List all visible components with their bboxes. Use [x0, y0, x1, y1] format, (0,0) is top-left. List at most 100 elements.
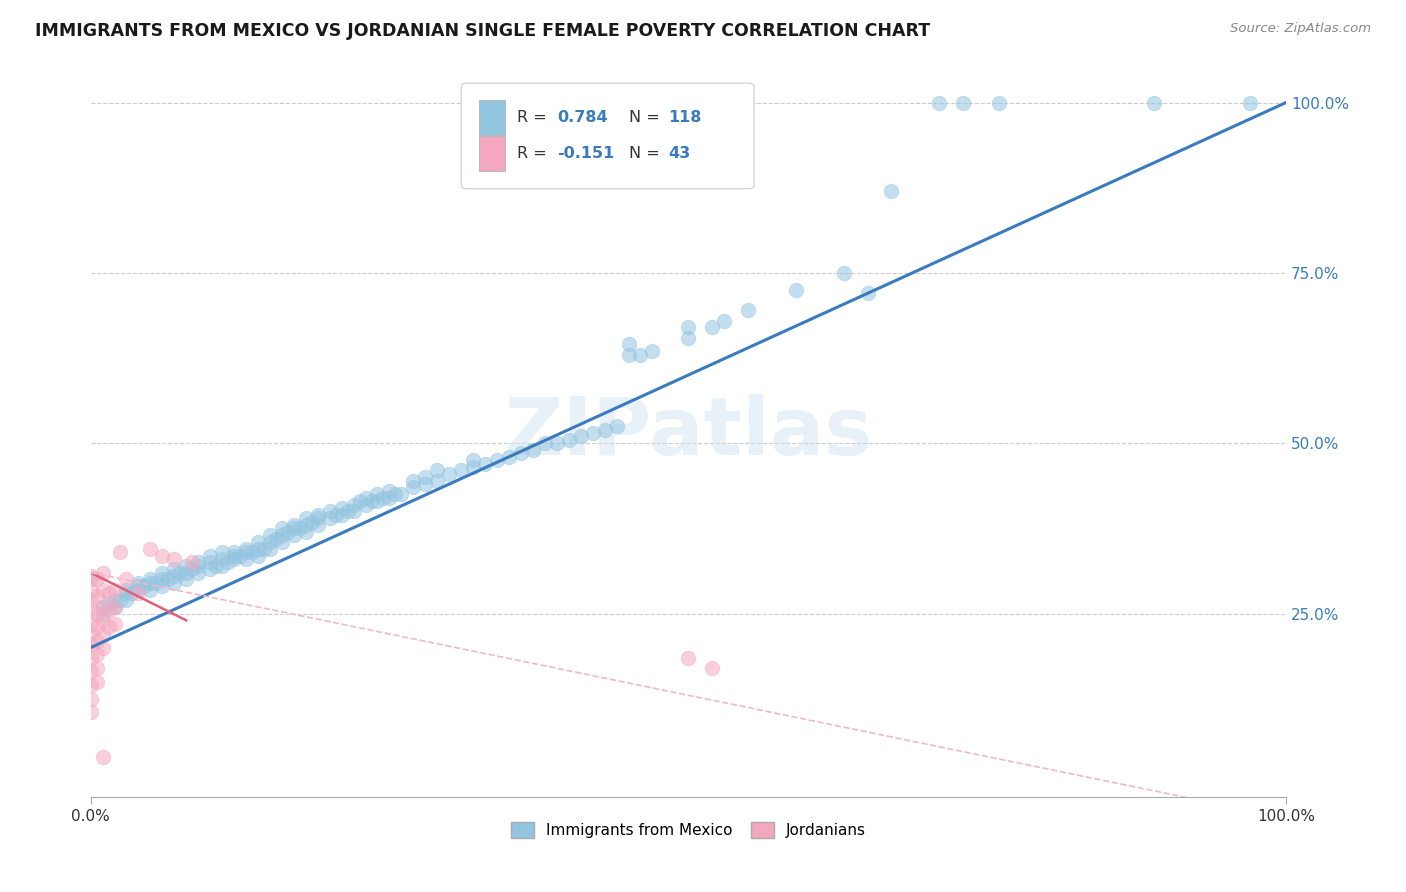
Point — [150, 566, 173, 580]
Point — [301, 515, 323, 529]
Point — [235, 552, 257, 566]
Text: 118: 118 — [668, 110, 702, 125]
Point — [678, 320, 700, 334]
Point — [354, 491, 377, 505]
Point — [307, 508, 329, 522]
Point — [988, 95, 1011, 110]
Point — [283, 518, 305, 533]
Text: R =: R = — [517, 110, 553, 125]
Point — [463, 460, 485, 475]
Point — [139, 541, 162, 556]
Point — [246, 541, 269, 556]
Point — [103, 599, 125, 614]
Point — [79, 665, 101, 679]
Point — [294, 511, 316, 525]
Point — [174, 566, 197, 580]
Text: 0.784: 0.784 — [557, 110, 607, 125]
Point — [222, 549, 245, 563]
Point — [110, 545, 132, 559]
Point — [86, 607, 108, 621]
Point — [163, 569, 186, 583]
Point — [246, 549, 269, 563]
Point — [450, 463, 472, 477]
Point — [222, 552, 245, 566]
Point — [641, 344, 664, 359]
Point — [121, 586, 143, 600]
Point — [373, 491, 395, 505]
Point — [294, 518, 316, 533]
Text: 43: 43 — [668, 146, 690, 161]
Point — [139, 573, 162, 587]
Point — [713, 313, 735, 327]
Point — [79, 691, 101, 706]
Point — [127, 579, 149, 593]
Point — [630, 348, 652, 362]
Point — [127, 582, 149, 597]
Point — [134, 579, 156, 593]
Point — [79, 593, 101, 607]
Point — [259, 541, 281, 556]
Point — [582, 425, 605, 440]
Point — [91, 607, 114, 621]
Point — [229, 549, 252, 563]
Point — [97, 620, 120, 634]
Point — [86, 573, 108, 587]
Point — [785, 283, 807, 297]
Point — [546, 436, 568, 450]
Point — [79, 573, 101, 587]
Point — [163, 562, 186, 576]
Point — [198, 549, 221, 563]
Point — [307, 518, 329, 533]
Point — [79, 569, 101, 583]
Point — [86, 590, 108, 604]
Point — [336, 504, 359, 518]
Point — [342, 498, 364, 512]
Point — [79, 603, 101, 617]
Point — [678, 330, 700, 344]
Point — [510, 446, 533, 460]
Point — [259, 535, 281, 549]
Point — [198, 562, 221, 576]
Legend: Immigrants from Mexico, Jordanians: Immigrants from Mexico, Jordanians — [505, 816, 872, 845]
Point — [606, 419, 628, 434]
Point — [103, 599, 125, 614]
Point — [378, 483, 401, 498]
Point — [187, 566, 209, 580]
Point — [349, 494, 371, 508]
Point — [127, 586, 149, 600]
Point — [413, 470, 436, 484]
Point — [91, 749, 114, 764]
Point — [617, 348, 640, 362]
Bar — [479, 100, 505, 135]
Point — [79, 637, 101, 651]
Point — [330, 508, 353, 522]
Point — [187, 556, 209, 570]
Point — [157, 573, 180, 587]
Point — [318, 504, 340, 518]
Point — [240, 545, 263, 559]
Point — [856, 286, 879, 301]
Point — [253, 541, 276, 556]
Point — [439, 467, 461, 481]
Point — [115, 593, 138, 607]
Point — [139, 582, 162, 597]
Point — [384, 487, 406, 501]
Point — [115, 582, 138, 597]
Point — [325, 508, 347, 522]
Point — [86, 620, 108, 634]
Point — [235, 545, 257, 559]
Point — [145, 575, 167, 590]
Point — [928, 95, 950, 110]
Point — [91, 627, 114, 641]
Text: R =: R = — [517, 146, 553, 161]
Point — [463, 453, 485, 467]
Point — [270, 521, 292, 535]
Text: N =: N = — [628, 110, 665, 125]
Point — [222, 545, 245, 559]
Point — [181, 562, 204, 576]
Point — [86, 633, 108, 648]
Point — [593, 423, 616, 437]
Point — [486, 453, 509, 467]
Point — [534, 436, 557, 450]
Point — [366, 494, 388, 508]
